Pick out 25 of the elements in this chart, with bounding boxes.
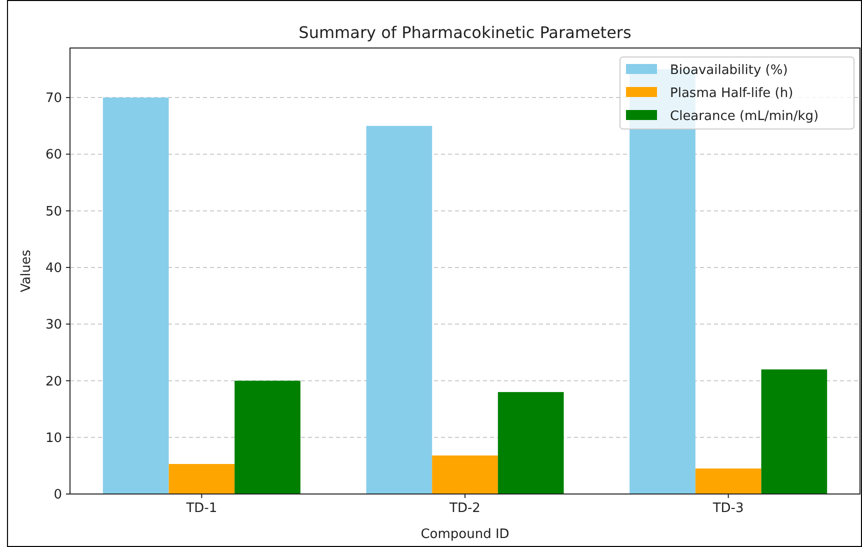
y-tick-label: 60	[45, 148, 62, 163]
legend-label: Bioavailability (%)	[670, 63, 788, 78]
x-tick-label: TD-2	[448, 501, 480, 516]
y-tick-label: 20	[45, 374, 62, 390]
chart-title: Summary of Pharmacokinetic Parameters	[298, 23, 632, 42]
x-tick-label: TD-1	[185, 501, 218, 516]
y-tick-label: 10	[45, 430, 62, 446]
bar	[432, 455, 498, 494]
bar	[695, 468, 762, 494]
y-axis-title: Values	[19, 250, 34, 292]
x-axis-title: Compound ID	[420, 527, 510, 542]
x-tick-label: TD-3	[712, 501, 744, 516]
bar	[168, 464, 235, 494]
legend-label: Clearance (mL/min/kg)	[670, 109, 819, 124]
bar	[498, 392, 564, 494]
y-tick-label: 40	[45, 261, 62, 276]
bar	[761, 369, 828, 494]
bar	[234, 380, 300, 494]
bar	[366, 126, 432, 494]
bar	[102, 98, 169, 494]
y-tick-label: 30	[45, 318, 62, 333]
legend-label: Plasma Half-life (h)	[670, 86, 794, 101]
y-tick-label: 70	[45, 91, 62, 106]
y-tick-label: 50	[45, 204, 62, 220]
y-tick-label: 0	[54, 488, 62, 503]
